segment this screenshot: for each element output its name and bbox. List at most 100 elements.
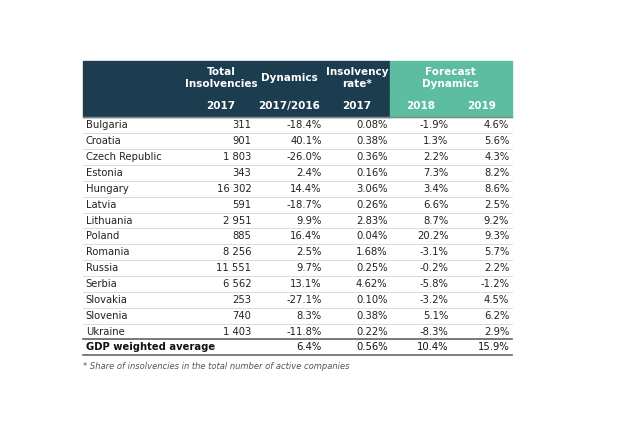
Text: 2017: 2017	[206, 101, 236, 111]
Text: 6.2%: 6.2%	[484, 311, 509, 321]
Text: Latvia: Latvia	[86, 200, 116, 210]
Text: Forecast
Dynamics: Forecast Dynamics	[423, 67, 479, 89]
Text: 0.22%: 0.22%	[356, 326, 387, 337]
Text: 5.6%: 5.6%	[484, 136, 509, 146]
Text: 10.4%: 10.4%	[417, 343, 448, 352]
Text: 2.83%: 2.83%	[356, 215, 387, 226]
Text: 2.5%: 2.5%	[484, 200, 509, 210]
Text: -1.9%: -1.9%	[420, 120, 448, 130]
Text: Estonia: Estonia	[86, 168, 122, 178]
Text: Slovakia: Slovakia	[86, 295, 127, 305]
Text: 2.9%: 2.9%	[484, 326, 509, 337]
Text: Dynamics: Dynamics	[261, 73, 317, 83]
Text: 0.16%: 0.16%	[356, 168, 387, 178]
Text: Czech Republic: Czech Republic	[86, 152, 161, 162]
Text: 7.3%: 7.3%	[423, 168, 448, 178]
Text: 20.2%: 20.2%	[417, 231, 448, 241]
Text: 9.2%: 9.2%	[484, 215, 509, 226]
Text: 2.2%: 2.2%	[423, 152, 448, 162]
Text: -8.3%: -8.3%	[420, 326, 448, 337]
Text: 16.4%: 16.4%	[290, 231, 322, 241]
Text: 6 562: 6 562	[223, 279, 251, 289]
Text: 4.5%: 4.5%	[484, 295, 509, 305]
Bar	[84, 95, 390, 117]
Text: 15.9%: 15.9%	[477, 343, 509, 352]
Text: 1 803: 1 803	[223, 152, 251, 162]
Bar	[390, 61, 512, 95]
Text: 9.3%: 9.3%	[484, 231, 509, 241]
Text: 2.4%: 2.4%	[296, 168, 322, 178]
Text: 8.6%: 8.6%	[484, 184, 509, 194]
Text: 0.10%: 0.10%	[356, 295, 387, 305]
Text: 9.7%: 9.7%	[296, 263, 322, 273]
Text: 0.04%: 0.04%	[356, 231, 387, 241]
Text: 311: 311	[232, 120, 251, 130]
Text: 6.4%: 6.4%	[296, 343, 322, 352]
Text: -18.7%: -18.7%	[286, 200, 322, 210]
Text: Ukraine: Ukraine	[86, 326, 124, 337]
Text: -5.8%: -5.8%	[420, 279, 448, 289]
Text: 740: 740	[232, 311, 251, 321]
Text: Poland: Poland	[86, 231, 119, 241]
Text: Romania: Romania	[86, 247, 129, 257]
Text: 8 256: 8 256	[223, 247, 251, 257]
Text: Insolvency
rate*: Insolvency rate*	[326, 67, 388, 89]
Bar	[84, 61, 390, 95]
Text: 9.9%: 9.9%	[296, 215, 322, 226]
Text: 2.2%: 2.2%	[484, 263, 509, 273]
Text: 6.6%: 6.6%	[423, 200, 448, 210]
Text: 5.7%: 5.7%	[484, 247, 509, 257]
Text: 0.26%: 0.26%	[356, 200, 387, 210]
Text: 2018: 2018	[406, 101, 435, 111]
Text: 4.3%: 4.3%	[484, 152, 509, 162]
Text: 3.06%: 3.06%	[356, 184, 387, 194]
Text: Russia: Russia	[86, 263, 118, 273]
Text: 0.38%: 0.38%	[356, 311, 387, 321]
Text: -1.2%: -1.2%	[480, 279, 509, 289]
Text: -26.0%: -26.0%	[286, 152, 322, 162]
Text: 0.25%: 0.25%	[356, 263, 387, 273]
Text: 8.2%: 8.2%	[484, 168, 509, 178]
Text: 16 302: 16 302	[217, 184, 251, 194]
Text: 343: 343	[232, 168, 251, 178]
Text: 2017/2016: 2017/2016	[258, 101, 320, 111]
Text: -3.1%: -3.1%	[420, 247, 448, 257]
Bar	[390, 95, 512, 117]
Text: 2017: 2017	[342, 101, 372, 111]
Text: Slovenia: Slovenia	[86, 311, 128, 321]
Text: 1.3%: 1.3%	[423, 136, 448, 146]
Text: 40.1%: 40.1%	[290, 136, 322, 146]
Text: * Share of insolvencies in the total number of active companies: * Share of insolvencies in the total num…	[84, 362, 350, 371]
Text: 253: 253	[232, 295, 251, 305]
Text: 13.1%: 13.1%	[290, 279, 322, 289]
Text: 0.38%: 0.38%	[356, 136, 387, 146]
Text: 8.3%: 8.3%	[296, 311, 322, 321]
Text: 11 551: 11 551	[216, 263, 251, 273]
Text: -18.4%: -18.4%	[287, 120, 322, 130]
Text: 4.6%: 4.6%	[484, 120, 509, 130]
Text: Croatia: Croatia	[86, 136, 122, 146]
Text: 14.4%: 14.4%	[290, 184, 322, 194]
Text: -27.1%: -27.1%	[286, 295, 322, 305]
Text: 0.36%: 0.36%	[356, 152, 387, 162]
Text: -3.2%: -3.2%	[420, 295, 448, 305]
Text: 901: 901	[232, 136, 251, 146]
Text: 8.7%: 8.7%	[423, 215, 448, 226]
Text: Hungary: Hungary	[86, 184, 129, 194]
Text: 4.62%: 4.62%	[356, 279, 387, 289]
Text: 591: 591	[232, 200, 251, 210]
Text: -0.2%: -0.2%	[420, 263, 448, 273]
Text: 0.56%: 0.56%	[356, 343, 387, 352]
Text: 3.4%: 3.4%	[423, 184, 448, 194]
Text: Total
Insolvencies: Total Insolvencies	[185, 67, 257, 89]
Text: 2019: 2019	[467, 101, 495, 111]
Text: GDP weighted average: GDP weighted average	[86, 343, 215, 352]
Text: 1 403: 1 403	[223, 326, 251, 337]
Text: 5.1%: 5.1%	[423, 311, 448, 321]
Text: Bulgaria: Bulgaria	[86, 120, 127, 130]
Text: Serbia: Serbia	[86, 279, 117, 289]
Text: 885: 885	[232, 231, 251, 241]
Text: 1.68%: 1.68%	[356, 247, 387, 257]
Text: 2.5%: 2.5%	[296, 247, 322, 257]
Text: -11.8%: -11.8%	[286, 326, 322, 337]
